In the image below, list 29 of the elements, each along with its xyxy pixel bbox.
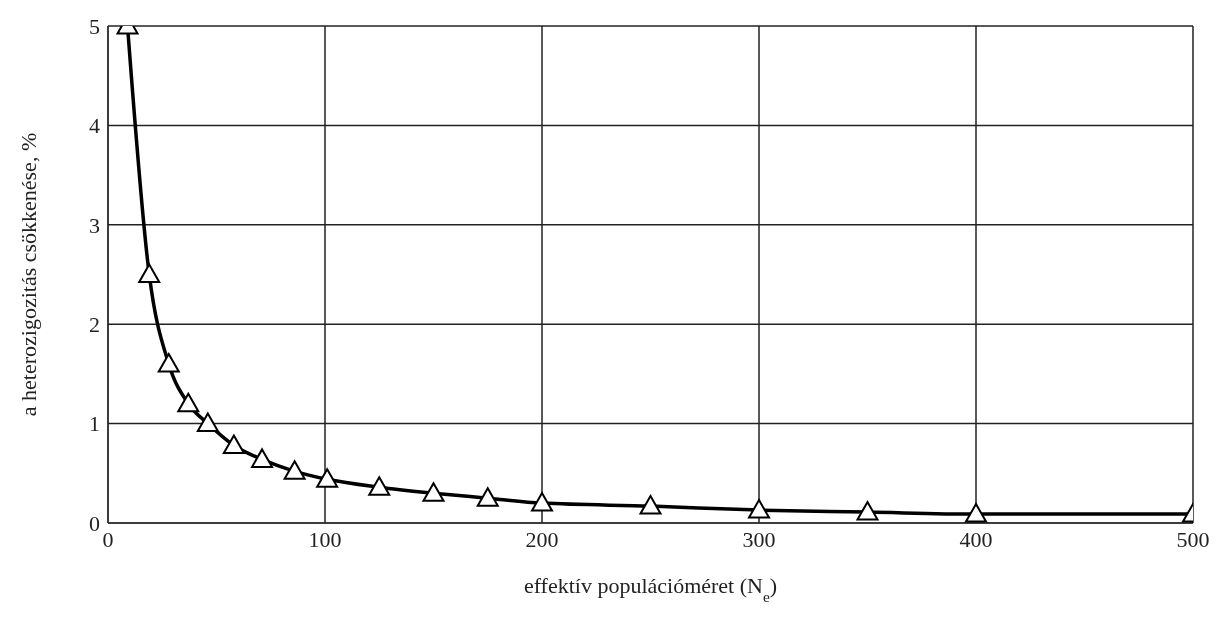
point bbox=[177, 392, 200, 413]
point bbox=[283, 460, 306, 480]
point bbox=[639, 495, 662, 515]
point bbox=[196, 412, 219, 433]
y-tick-label: 0 bbox=[89, 510, 100, 536]
point bbox=[316, 468, 339, 488]
y-tick-label: 5 bbox=[89, 13, 100, 39]
x-tick-label: 100 bbox=[308, 526, 342, 552]
point bbox=[531, 492, 553, 512]
y-axis-title: a heterozigozitás csökkenése, % bbox=[16, 132, 41, 417]
point bbox=[748, 499, 770, 519]
point bbox=[476, 487, 499, 507]
y-tick-label: 2 bbox=[89, 312, 100, 338]
y-tick-label: 4 bbox=[89, 113, 100, 139]
point bbox=[251, 448, 274, 468]
x-tick-label: 300 bbox=[742, 526, 776, 552]
point bbox=[422, 482, 445, 502]
point bbox=[965, 503, 987, 523]
x-tick-label: 200 bbox=[525, 526, 559, 552]
x-axis-title: effektív populációméret (N$_{e}$) bbox=[523, 573, 778, 605]
point bbox=[856, 501, 879, 521]
point bbox=[138, 263, 161, 283]
y-tick-label: 1 bbox=[89, 411, 100, 437]
point bbox=[368, 476, 391, 496]
y-tick-label: 3 bbox=[89, 212, 100, 238]
point bbox=[157, 352, 180, 373]
x-tick-label: 500 bbox=[1176, 526, 1210, 552]
point bbox=[222, 434, 245, 454]
x-tick-label: 400 bbox=[959, 526, 993, 552]
